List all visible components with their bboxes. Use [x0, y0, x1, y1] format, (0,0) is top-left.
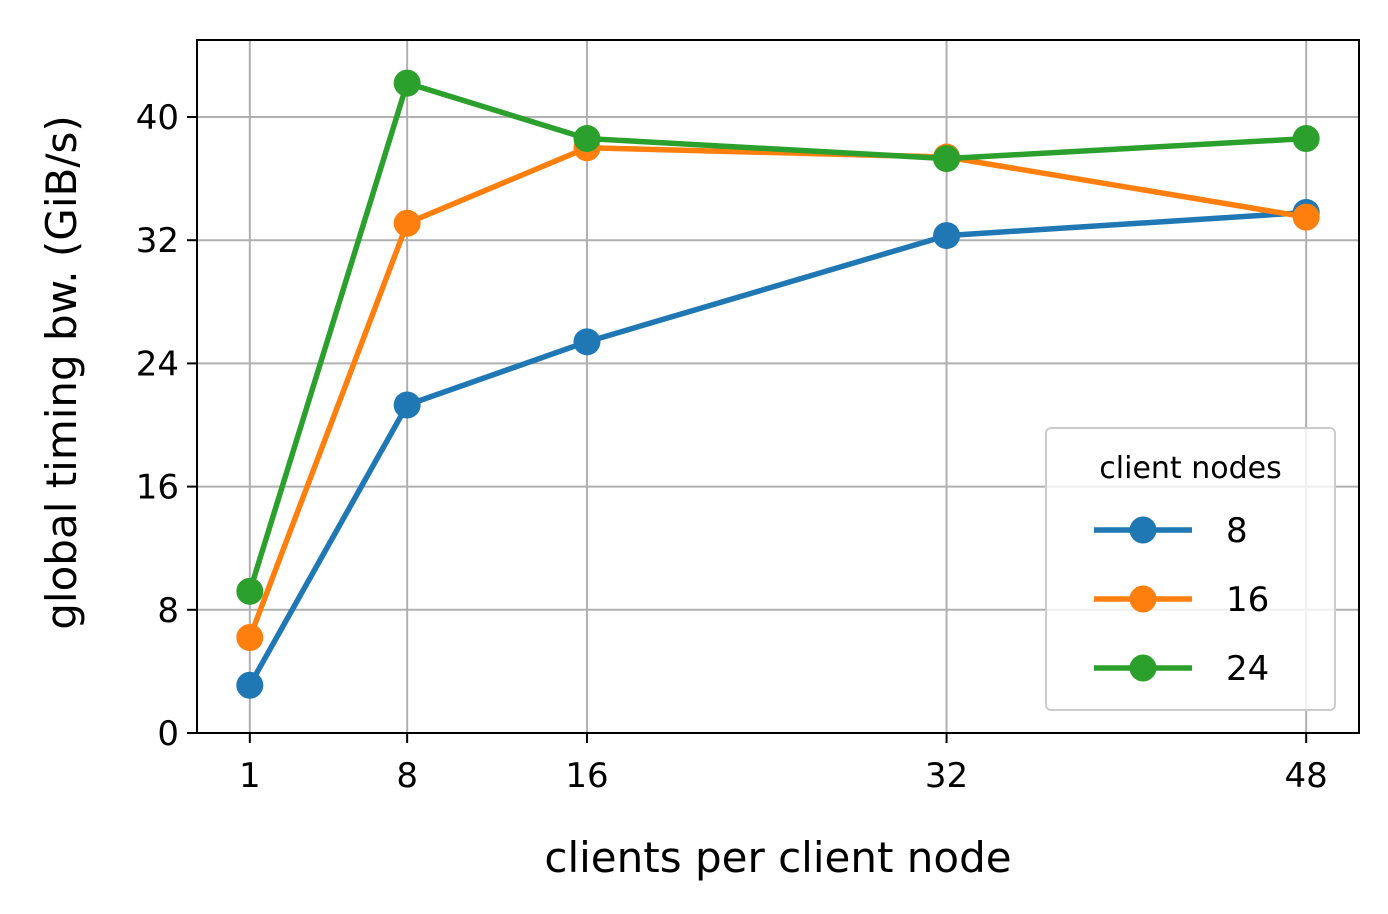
y-axis: 0 8 16 24 32 40: [136, 98, 197, 754]
legend-label: 8: [1226, 511, 1248, 551]
plot-frame: [196, 39, 1360, 734]
y-tick-label: 24: [136, 344, 179, 384]
x-tick-label: 16: [565, 756, 608, 796]
data-point: [393, 209, 421, 237]
x-axis-title: clients per client node: [544, 833, 1011, 882]
series-layer: [236, 69, 1320, 699]
x-tick-label: 48: [1285, 756, 1328, 796]
legend: client nodes 8 16 24: [1045, 427, 1336, 711]
data-point: [393, 69, 421, 97]
y-axis-title: global timing bw. (GiB/s): [37, 115, 86, 629]
legend-item: 8: [1094, 511, 1248, 551]
data-point: [236, 624, 264, 652]
legend-marker: [1129, 654, 1157, 682]
data-point: [236, 671, 264, 699]
legend-label: 24: [1226, 649, 1269, 689]
y-tick-label: 8: [157, 591, 179, 631]
legend-item: 16: [1094, 580, 1269, 620]
data-point: [1292, 203, 1320, 231]
x-tick-label: 8: [396, 756, 418, 796]
x-tick-label: 32: [925, 756, 968, 796]
data-point: [933, 145, 961, 173]
legend-title: client nodes: [1099, 451, 1281, 486]
legend-box: [1045, 427, 1336, 711]
y-tick-label: 0: [157, 714, 179, 754]
data-point: [1292, 125, 1320, 153]
y-tick-label: 32: [136, 221, 179, 261]
series-24: [236, 69, 1320, 605]
legend-marker: [1129, 585, 1157, 613]
legend-item: 24: [1094, 649, 1269, 689]
data-point: [236, 577, 264, 605]
legend-label: 16: [1226, 580, 1269, 620]
legend-marker: [1129, 516, 1157, 544]
data-point: [573, 328, 601, 356]
x-axis: 1 8 16 32 48: [239, 733, 1328, 796]
data-point: [933, 222, 961, 250]
y-tick-label: 16: [136, 468, 179, 508]
data-point: [393, 391, 421, 419]
legend-items: 8 16 24: [1094, 511, 1269, 689]
data-point: [573, 125, 601, 153]
y-tick-label: 40: [136, 98, 179, 138]
x-tick-label: 1: [239, 756, 261, 796]
